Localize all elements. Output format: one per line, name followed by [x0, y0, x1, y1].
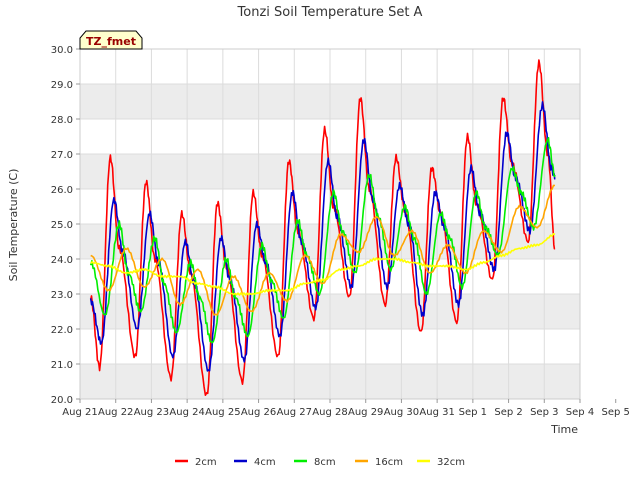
y-tick-label: 27.0 [51, 150, 73, 161]
series-line-32cm [90, 232, 556, 296]
x-tick-label: Aug 22 [98, 407, 133, 418]
x-tick-label: Aug 23 [134, 407, 169, 418]
x-tick-label: Sep 3 [530, 407, 558, 418]
chart-title: Tonzi Soil Temperature Set A [237, 5, 423, 20]
badge-shape [79, 30, 143, 50]
series-lines [89, 59, 556, 396]
x-tick-label: Aug 25 [205, 407, 240, 418]
x-tick-label: Aug 31 [419, 407, 454, 418]
legend-label-32cm: 32cm [437, 457, 465, 468]
badge-label: TZ_fmet [86, 35, 136, 48]
x-tick-label: Aug 26 [241, 407, 276, 418]
series-line-8cm [89, 136, 556, 344]
x-tick-label: Sep 2 [494, 407, 522, 418]
y-tick-label: 20.0 [51, 395, 73, 406]
x-tick-label: Sep 5 [602, 407, 630, 418]
y-tick-label: 24.0 [51, 255, 73, 266]
legend-label-2cm: 2cm [195, 457, 217, 468]
x-tick-label: Aug 27 [277, 407, 312, 418]
series-line-16cm [90, 184, 556, 316]
x-tick-label: Sep 4 [566, 407, 594, 418]
y-tick-label: 25.0 [51, 220, 73, 231]
x-tick-label: Aug 28 [312, 407, 347, 418]
y-axis-label: Soil Temperature (C) [7, 169, 20, 282]
x-axis-ticks: Aug 21 Aug 22 Aug 23 Aug 24 Aug 25 Aug 26 Aug … [62, 399, 630, 418]
x-axis-label: Time [550, 423, 578, 436]
y-tick-label: 26.0 [51, 185, 73, 196]
y-axis-ticks: 20.0 21.0 22.0 23.0 24.0 25.0 26.0 27.0 28.0 29.0… [51, 45, 80, 406]
x-tick-label: Aug 24 [169, 407, 204, 418]
legend-label-16cm: 16cm [375, 457, 403, 468]
y-tick-label: 21.0 [51, 360, 73, 371]
y-tick-label: 29.0 [51, 80, 73, 91]
y-tick-label: 22.0 [51, 325, 73, 336]
y-tick-label: 23.0 [51, 290, 73, 301]
y-tick-label: 30.0 [51, 45, 73, 56]
x-tick-label: Sep 1 [459, 407, 487, 418]
x-tick-label: Aug 21 [62, 407, 97, 418]
legend-label-4cm: 4cm [254, 457, 276, 468]
x-tick-label: Aug 30 [384, 407, 419, 418]
y-tick-label: 28.0 [51, 115, 73, 126]
tz-badge: TZ_fmet [79, 30, 143, 50]
x-tick-label: Aug 29 [348, 407, 383, 418]
legend-label-8cm: 8cm [314, 457, 336, 468]
legend: 2cm 4cm 8cm 16cm 32cm [175, 457, 465, 468]
